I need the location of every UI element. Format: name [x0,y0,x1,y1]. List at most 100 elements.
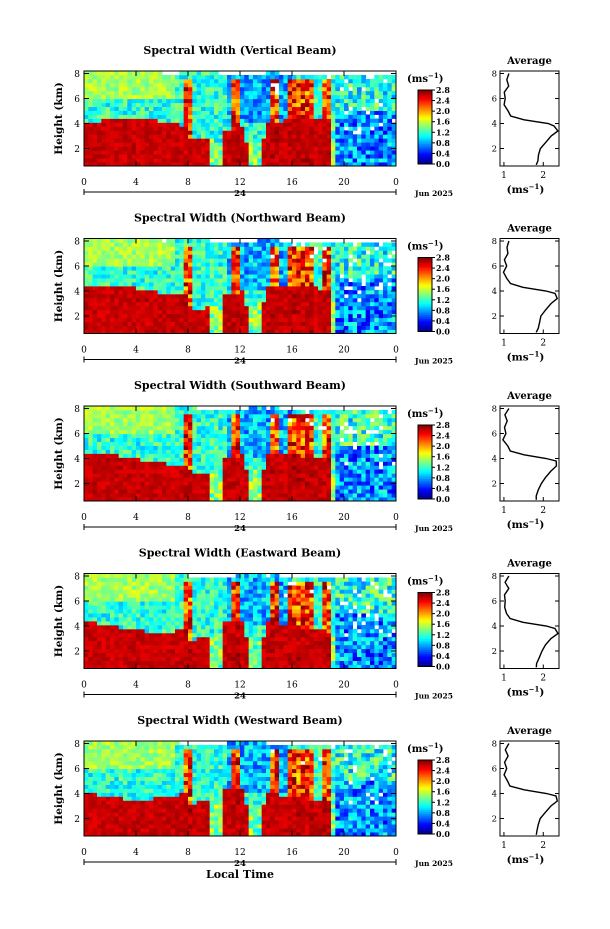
heatmap-cell [157,158,163,163]
heatmap-cell [170,270,176,275]
heatmap-cell [231,413,237,419]
heatmap-cell [205,417,211,423]
heatmap-cell [331,297,336,303]
heatmap-cell [192,258,198,263]
heatmap-cell [175,453,180,458]
heatmap-cell [257,469,263,474]
heatmap-cell [157,421,163,427]
heatmap-cell [149,98,154,104]
heatmap-cell [222,90,228,96]
heatmap-cell [227,437,232,443]
heatmap-cell [339,465,345,470]
heatmap-cell [218,262,224,267]
heatmap-cell [274,78,280,84]
heatmap-cell [309,74,315,80]
heatmap-cell [209,409,215,415]
x-tick-label: 20 [338,178,350,188]
heatmap-cell [166,481,172,486]
heatmap-cell [88,106,94,111]
heatmap-cell [214,278,219,283]
heatmap-cell [114,270,120,275]
heatmap-cell [209,74,215,80]
heatmap-cell [105,433,111,439]
heatmap-cell [97,278,102,283]
heatmap-cell [322,477,328,482]
heatmap-cell [201,154,206,159]
heatmap-cell [92,78,98,84]
heatmap-cell [313,78,319,84]
heatmap-cell [123,406,128,411]
heatmap-cell [387,246,393,251]
heatmap-cell [244,138,250,143]
heatmap-cell [287,473,293,478]
heatmap-cell [114,473,120,478]
heatmap-cell [144,134,150,139]
heatmap-cell [322,421,328,427]
heatmap-cell [270,301,276,307]
heatmap-cell [179,433,185,439]
heatmap-cell [248,321,254,326]
heatmap-cell [331,242,336,247]
heatmap-cell [357,278,362,283]
heatmap-cell [374,325,380,330]
heatmap-cell [235,429,241,435]
heatmap-cell [201,473,206,478]
heatmap-cell [292,445,297,450]
heatmap-cell [240,126,245,131]
heatmap-cell [305,465,310,470]
heatmap-cell [144,118,150,123]
heatmap-cell [322,74,328,80]
heatmap-cell [188,134,193,139]
heatmap-cell [136,469,141,474]
heatmap-cell [292,278,297,283]
heatmap-cell [170,429,176,435]
colorbar-band [418,272,432,275]
heatmap-cell [357,301,362,307]
heatmap-cell [287,289,293,295]
heatmap-cell [222,86,228,92]
heatmap-cell [240,481,245,486]
heatmap-cell [287,481,293,486]
heatmap-cell [114,485,120,490]
heatmap-cell [248,142,254,147]
heatmap-cell [162,270,167,275]
heatmap-cell [84,250,89,255]
heatmap-cell [279,154,284,159]
heatmap-cell [300,465,306,470]
heatmap-cell [166,86,172,92]
heatmap-cell [192,429,198,435]
heatmap-cell [192,309,198,315]
heatmap-cell [361,270,367,275]
heatmap-cell [378,313,384,319]
heatmap-cell [136,126,141,131]
colorbar-band [418,117,432,120]
heatmap-cell [97,254,102,259]
heatmap-cell [231,317,237,323]
heatmap-cell [144,485,150,490]
heatmap-cell [274,409,280,415]
heatmap-cell [84,301,89,307]
heatmap-cell [244,453,250,458]
heatmap-cell [170,321,176,326]
heatmap-cell [88,90,94,96]
heatmap-cell [170,493,176,498]
heatmap-cell [383,150,388,155]
heatmap-cell [175,118,180,123]
heatmap-cell [309,477,315,482]
heatmap-cell [391,74,397,80]
heatmap-cell [318,242,323,247]
heatmap-cell [292,473,297,478]
heatmap-cell [296,457,302,462]
heatmap-cell [296,90,302,96]
heatmap-cell [248,305,254,311]
heatmap-cell [188,421,193,427]
heatmap-cell [214,293,219,299]
heatmap-cell [222,110,228,115]
heatmap-cell [192,445,198,450]
heatmap-cell [123,118,128,123]
heatmap-cell [201,78,206,84]
heatmap-cell [88,154,94,159]
heatmap-cell [170,329,176,334]
heatmap-cell [279,246,284,251]
heatmap-cell [335,122,341,127]
